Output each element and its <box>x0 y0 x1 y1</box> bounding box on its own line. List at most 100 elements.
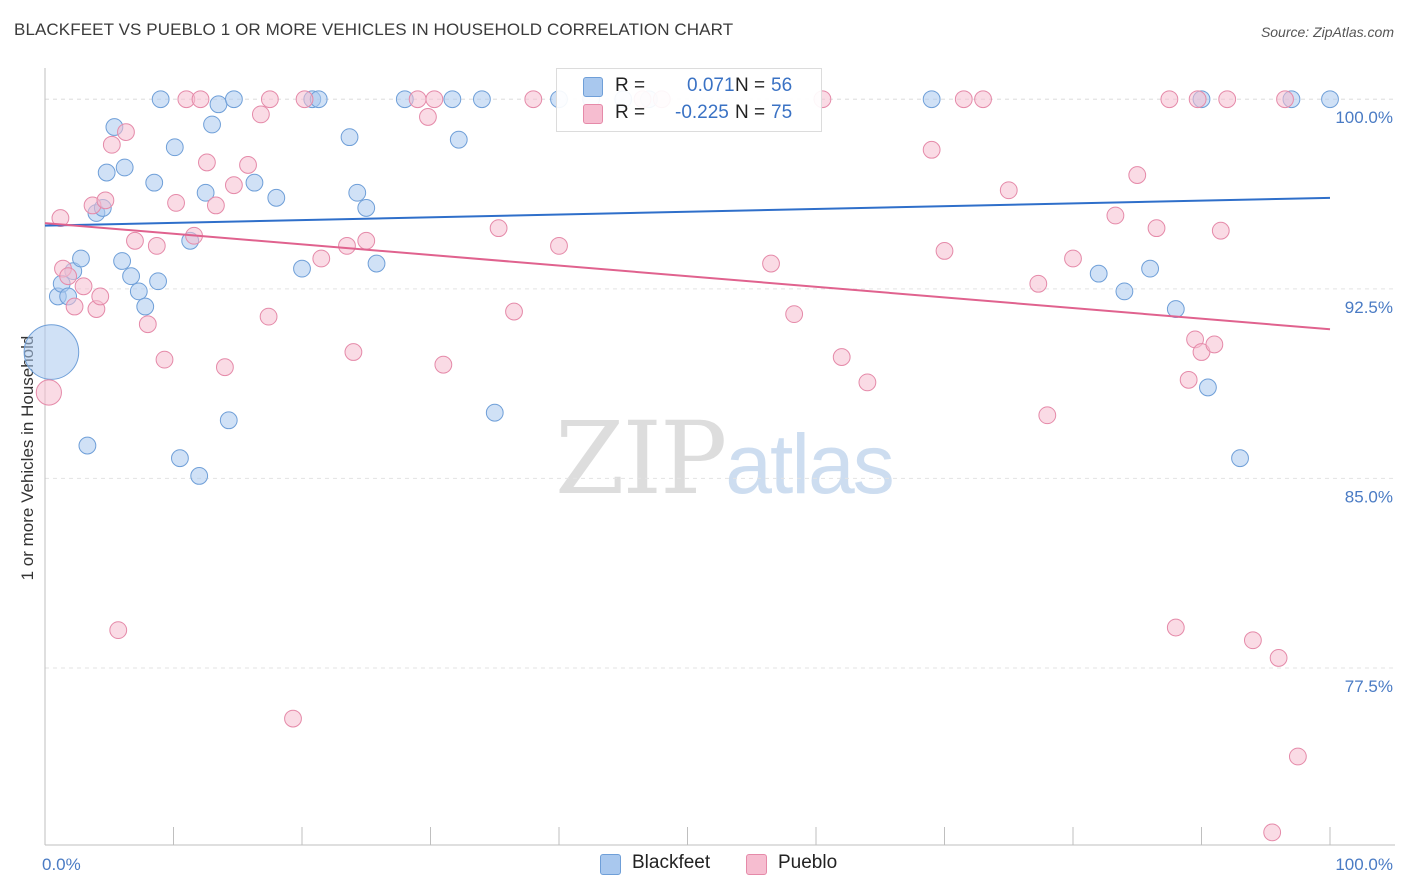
blackfeet-point <box>1115 282 1134 301</box>
blackfeet-point <box>1199 378 1217 397</box>
blackfeet-point <box>23 324 80 380</box>
pueblo-point <box>295 90 314 109</box>
pueblo-point <box>1147 219 1166 238</box>
blackfeet-point <box>485 403 504 422</box>
blackfeet-point <box>113 252 131 270</box>
pueblo-point <box>344 343 363 361</box>
legend-r-label: R = <box>615 75 646 96</box>
pueblo-point <box>489 219 508 238</box>
pueblo-point <box>974 90 992 109</box>
pueblo-point <box>1276 90 1294 109</box>
blackfeet-point <box>190 467 209 485</box>
blackfeet-point <box>922 90 941 109</box>
pueblo-point <box>999 181 1018 200</box>
blackfeet-point <box>1231 449 1249 468</box>
pueblo-point <box>338 236 356 255</box>
pueblo-point <box>762 254 780 273</box>
pueblo-point <box>155 350 174 369</box>
pueblo-point <box>1244 631 1262 650</box>
y-tick-label: 85.0% <box>1345 487 1393 506</box>
pueblo-point <box>74 277 93 296</box>
trend-lines <box>44 196 1331 331</box>
pueblo-point <box>109 621 128 640</box>
pueblo-point <box>259 307 278 326</box>
blackfeet-point <box>151 90 170 109</box>
pueblo-point <box>419 108 437 126</box>
blackfeet-point <box>203 115 221 134</box>
pueblo-point <box>954 90 973 109</box>
pueblo-point <box>312 249 331 268</box>
pueblo-point <box>117 123 135 141</box>
blackfeet-point <box>209 95 228 114</box>
legend-n-label: N = <box>735 102 766 123</box>
blackfeet-point <box>97 163 116 182</box>
legend-swatch-pueblo <box>746 854 767 875</box>
pueblo-point <box>550 236 568 255</box>
blackfeet-trend-line <box>44 196 1331 227</box>
pueblo-point <box>191 90 210 109</box>
pueblo-point <box>505 302 523 321</box>
legend-label-pueblo: Pueblo <box>778 852 838 873</box>
x-tick-label: 100.0% <box>1335 855 1393 874</box>
pueblo-point <box>126 231 144 250</box>
pueblo-point <box>1106 206 1125 225</box>
pueblo-point <box>224 176 243 195</box>
blackfeet-point <box>219 411 238 430</box>
legend-n-label: N = <box>735 75 766 96</box>
pueblo-point <box>147 236 166 255</box>
pueblo-point <box>96 191 115 210</box>
legend-swatch-pueblo <box>583 104 603 124</box>
pueblo-points <box>35 90 1307 842</box>
x-tick-label: 0.0% <box>42 855 81 874</box>
pueblo-point <box>65 297 84 316</box>
legend-r-label: R = <box>615 102 646 123</box>
blackfeet-point <box>293 259 311 278</box>
y-tick-label: 77.5% <box>1345 677 1393 696</box>
pueblo-point <box>1179 370 1198 389</box>
pueblo-point <box>785 305 804 324</box>
pueblo-point <box>1263 823 1282 842</box>
blackfeet-point <box>72 249 90 268</box>
blackfeet-point <box>129 282 148 301</box>
blackfeet-point <box>165 138 184 157</box>
pueblo-point <box>207 196 225 215</box>
pueblo-point <box>832 348 851 366</box>
blackfeet-point <box>1321 90 1339 109</box>
legend-label-blackfeet: Blackfeet <box>632 852 711 873</box>
series-legend: Blackfeet Pueblo <box>0 852 1406 876</box>
legend-n-value-pueblo: 75 <box>771 102 793 123</box>
blackfeet-point <box>145 173 164 192</box>
pueblo-point <box>434 355 453 374</box>
blackfeet-point <box>245 173 264 192</box>
y-tick-label: 100.0% <box>1335 108 1393 127</box>
pueblo-point <box>59 267 78 286</box>
pueblo-point <box>35 379 62 406</box>
pueblo-point <box>524 90 543 109</box>
pueblo-point <box>138 315 157 334</box>
tick-labels: 100.0% 92.5% 85.0% 77.5% 0.0% 100.0% <box>42 108 1393 874</box>
legend-swatch-blackfeet <box>583 77 603 97</box>
chart-title: BLACKFEET VS PUEBLO 1 OR MORE VEHICLES I… <box>14 20 734 39</box>
source-label: Source: ZipAtlas.com <box>1260 24 1394 40</box>
pueblo-point <box>425 90 444 109</box>
blackfeet-point <box>78 436 97 455</box>
pueblo-point <box>260 90 279 109</box>
pueblo-point <box>102 135 121 154</box>
pueblo-point <box>1064 249 1082 268</box>
blackfeet-point <box>1089 264 1108 283</box>
pueblo-point <box>357 231 376 250</box>
blackfeet-point <box>122 267 140 286</box>
blackfeet-point <box>449 130 468 149</box>
pueblo-point <box>239 156 257 174</box>
pueblo-point <box>935 242 954 260</box>
pueblo-point <box>1029 274 1048 293</box>
pueblo-point <box>91 287 110 306</box>
pueblo-point <box>922 140 941 159</box>
axes <box>44 68 1395 846</box>
pueblo-point <box>1205 335 1224 354</box>
pueblo-point <box>167 193 185 212</box>
pueblo-point <box>1218 90 1237 109</box>
blackfeet-point <box>340 128 359 147</box>
pueblo-point <box>408 90 427 109</box>
